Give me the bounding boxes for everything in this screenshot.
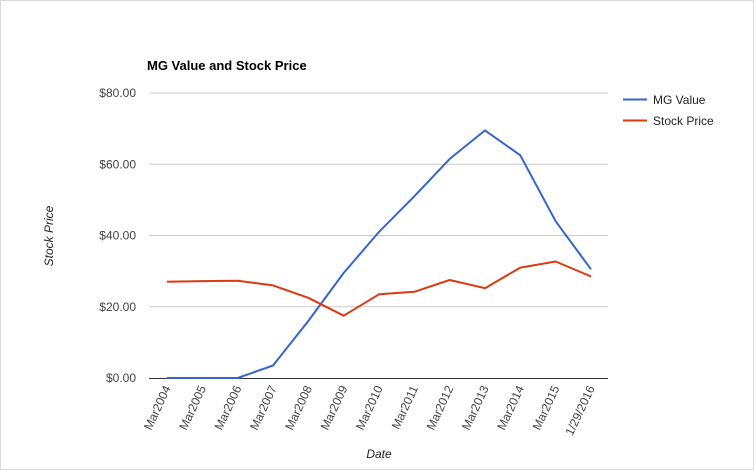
y-tick-label: $80.00	[99, 86, 136, 100]
x-axis-title: Date	[366, 447, 392, 461]
gridlines	[149, 92, 608, 308]
legend-label-mg-value: MG Value	[653, 93, 706, 107]
y-axis-title: Stock Price	[42, 205, 56, 266]
legend: MG Value Stock Price	[623, 93, 714, 128]
chart-title: MG Value and Stock Price	[147, 58, 307, 73]
y-tick-label: $60.00	[99, 157, 136, 171]
y-tick-label: $20.00	[99, 300, 136, 314]
legend-label-stock-price: Stock Price	[653, 114, 714, 128]
series-lines	[166, 129, 592, 379]
y-tick-label: $40.00	[99, 229, 136, 243]
series-line-mg-value	[167, 129, 592, 379]
y-axis: $0.00 $20.00 $40.00 $60.00 $80.00	[99, 86, 136, 385]
series-line-stock-price	[166, 260, 592, 317]
y-tick-label: $0.00	[106, 371, 136, 385]
